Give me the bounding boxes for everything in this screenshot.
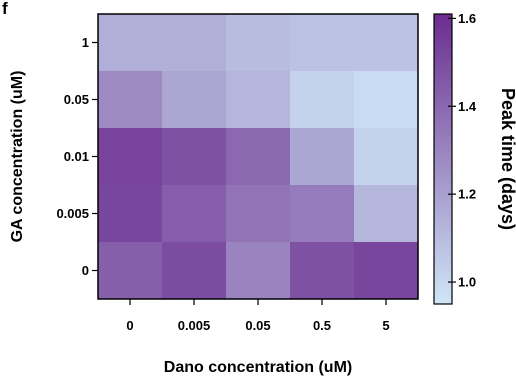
x-tick-label: 0.005 xyxy=(178,318,211,333)
heatmap-cell-r1-c3 xyxy=(290,71,355,129)
heatmap-cell-r1-c1 xyxy=(162,71,227,129)
y-tick-label: 0.005 xyxy=(56,206,89,221)
x-axis-ticks: 0 0.005 0.05 0.5 5 xyxy=(126,299,390,333)
heatmap-cell-r0-c2 xyxy=(226,14,291,72)
heatmap-cell-r3-c2 xyxy=(226,185,291,243)
colorbar-tick-label: 1.0 xyxy=(458,275,476,290)
colorbar-tick-label: 1.6 xyxy=(458,11,476,26)
heatmap-cell-r3-c3 xyxy=(290,185,355,243)
heatmap-cell-r4-c1 xyxy=(162,242,227,300)
x-tick-label: 5 xyxy=(382,318,389,333)
heatmap-cell-r3-c0 xyxy=(98,185,163,243)
y-axis-label: GA concentration (uM) xyxy=(9,71,26,243)
heatmap-cell-r1-c4 xyxy=(354,71,419,129)
heatmap-cells xyxy=(98,14,419,300)
x-tick-label: 0.05 xyxy=(245,318,270,333)
panel-label: f xyxy=(2,0,8,18)
y-tick-label: 0.01 xyxy=(64,149,89,164)
colorbar-tick-label: 1.2 xyxy=(458,187,476,202)
heatmap-cell-r1-c2 xyxy=(226,71,291,129)
heatmap-cell-r2-c4 xyxy=(354,128,419,186)
y-tick-label: 0.05 xyxy=(64,92,89,107)
heatmap-cell-r1-c0 xyxy=(98,71,163,129)
heatmap-cell-r2-c2 xyxy=(226,128,291,186)
x-axis-label: Dano concentration (uM) xyxy=(164,359,352,376)
heatmap-cell-r4-c4 xyxy=(354,242,419,300)
heatmap-cell-r0-c0 xyxy=(98,14,163,72)
heatmap-cell-r0-c1 xyxy=(162,14,227,72)
heatmap-cell-r3-c1 xyxy=(162,185,227,243)
heatmap-cell-r2-c1 xyxy=(162,128,227,186)
heatmap-cell-r3-c4 xyxy=(354,185,419,243)
y-axis-ticks: 1 0.05 0.01 0.005 0 xyxy=(56,35,98,278)
heatmap-cell-r4-c3 xyxy=(290,242,355,300)
x-tick-label: 0 xyxy=(126,318,133,333)
y-tick-label: 0 xyxy=(82,263,89,278)
colorbar xyxy=(433,13,453,305)
heatmap-cell-r2-c3 xyxy=(290,128,355,186)
heatmap-cell-r2-c0 xyxy=(98,128,163,186)
heatmap-cell-r0-c4 xyxy=(354,14,419,72)
y-tick-label: 1 xyxy=(82,35,89,50)
colorbar-label: Peak time (days) xyxy=(498,88,516,230)
colorbar-tick-label: 1.4 xyxy=(458,99,477,114)
colorbar-ticks: 1.0 1.2 1.4 1.6 xyxy=(448,11,477,290)
heatmap-cell-r4-c0 xyxy=(98,242,163,300)
x-tick-label: 0.5 xyxy=(313,318,331,333)
heatmap-cell-r0-c3 xyxy=(290,14,355,72)
heatmap-cell-r4-c2 xyxy=(226,242,291,300)
